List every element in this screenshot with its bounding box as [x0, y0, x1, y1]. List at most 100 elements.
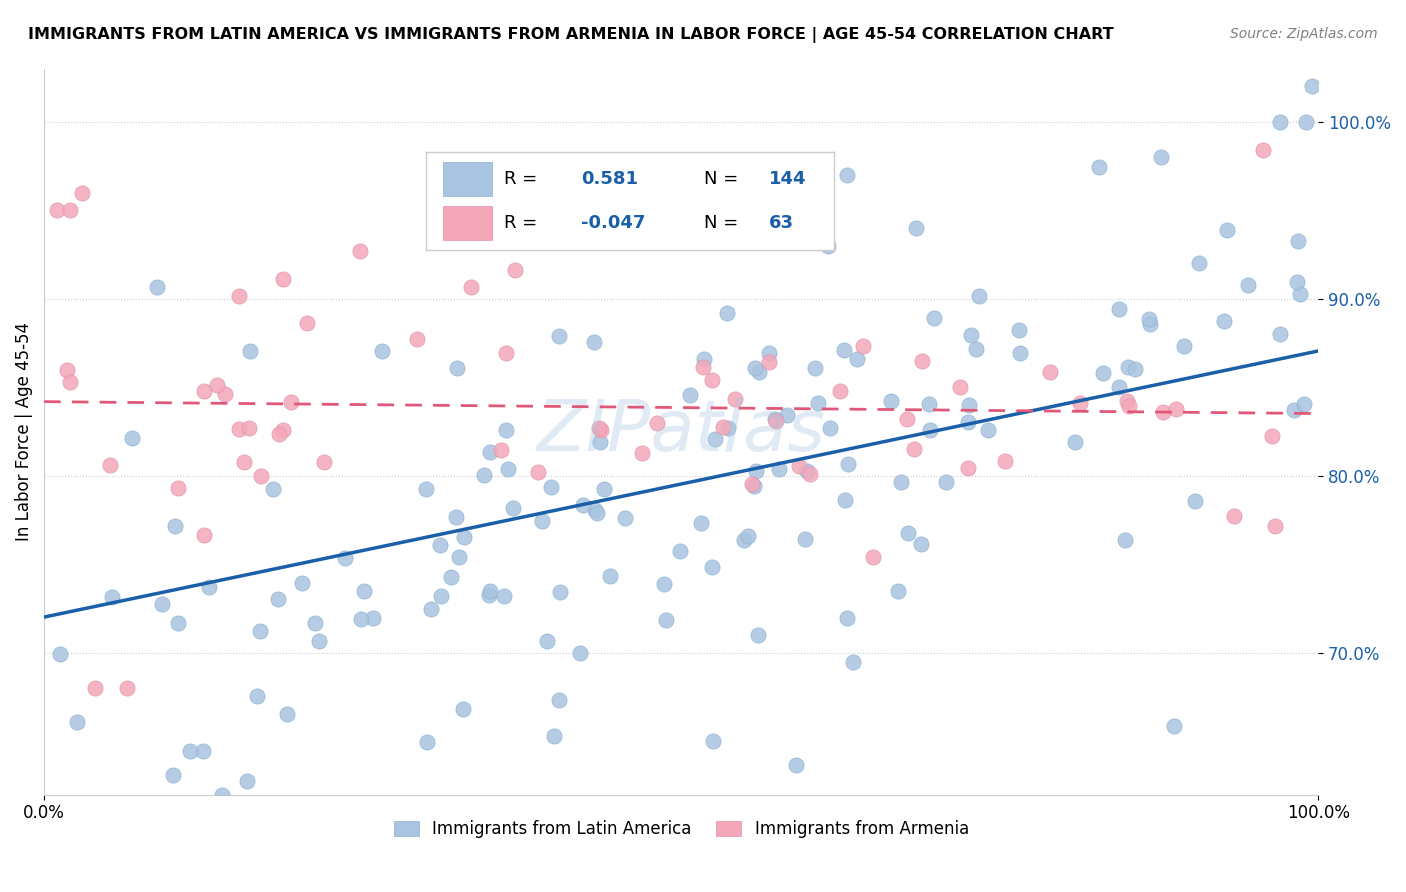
Point — [269, 426, 291, 441]
Point — [84, 681, 107, 696]
Point — [333, 551, 356, 566]
Point — [349, 244, 371, 259]
Point — [803, 361, 825, 376]
Point — [548, 329, 571, 343]
Legend: Immigrants from Latin America, Immigrants from Armenia: Immigrants from Latin America, Immigrant… — [387, 814, 976, 845]
Point — [723, 392, 745, 406]
Point — [59, 375, 82, 389]
Point — [903, 442, 925, 456]
Text: Source: ZipAtlas.com: Source: ZipAtlas.com — [1230, 27, 1378, 41]
Point — [502, 500, 524, 515]
Point — [543, 729, 565, 743]
Point — [1164, 402, 1187, 417]
Point — [949, 380, 972, 394]
Point — [211, 788, 233, 802]
Point — [1261, 428, 1284, 442]
Point — [1173, 339, 1195, 353]
Point — [228, 289, 250, 303]
Point — [304, 615, 326, 630]
Point — [429, 538, 451, 552]
Point — [472, 467, 495, 482]
Point — [890, 475, 912, 489]
Point — [478, 588, 501, 602]
Point — [350, 612, 373, 626]
Point — [1212, 314, 1234, 328]
Point — [1118, 359, 1140, 374]
Point — [765, 414, 787, 428]
Point — [588, 421, 610, 435]
Point — [193, 528, 215, 542]
Point — [717, 421, 740, 435]
Point — [370, 343, 392, 358]
Point — [1264, 519, 1286, 533]
Point — [702, 734, 724, 748]
Point — [967, 289, 990, 303]
Point — [959, 327, 981, 342]
Point — [495, 423, 517, 437]
Point — [918, 423, 941, 437]
Point — [162, 768, 184, 782]
Point — [430, 590, 453, 604]
Point — [451, 701, 474, 715]
Point — [702, 373, 724, 387]
Point — [415, 482, 437, 496]
Point — [589, 423, 612, 437]
Point — [121, 431, 143, 445]
Point — [957, 398, 980, 412]
Text: ZIPatlas: ZIPatlas — [537, 397, 825, 467]
Point — [1091, 366, 1114, 380]
Point — [115, 681, 138, 696]
Point — [239, 344, 262, 359]
Point — [614, 511, 637, 525]
Point — [440, 570, 463, 584]
Point — [295, 316, 318, 330]
Point — [1222, 508, 1244, 523]
Point — [582, 335, 605, 350]
Point — [163, 518, 186, 533]
Point — [693, 351, 716, 366]
Point — [741, 476, 763, 491]
Point — [98, 458, 121, 473]
Point — [572, 498, 595, 512]
Point — [787, 458, 810, 473]
Point — [586, 506, 609, 520]
Point — [101, 590, 124, 604]
Point — [1268, 327, 1291, 342]
Point — [1292, 397, 1315, 411]
Point — [834, 492, 856, 507]
Point — [271, 271, 294, 285]
Point — [832, 343, 855, 357]
Point — [531, 514, 554, 528]
Point — [1008, 323, 1031, 337]
Point — [308, 634, 330, 648]
Point — [1216, 222, 1239, 236]
Point — [166, 481, 188, 495]
Point — [593, 482, 616, 496]
Point — [758, 355, 780, 369]
Point — [835, 610, 858, 624]
Point — [744, 360, 766, 375]
Point — [745, 464, 768, 478]
Point — [918, 397, 941, 411]
Point — [911, 354, 934, 368]
Point — [233, 455, 256, 469]
Point — [548, 692, 571, 706]
Point — [583, 503, 606, 517]
Point — [897, 525, 920, 540]
Point — [748, 365, 770, 379]
Point — [45, 203, 67, 218]
Point — [1137, 312, 1160, 326]
Point — [66, 715, 89, 730]
Point — [146, 280, 169, 294]
Point — [492, 589, 515, 603]
Point — [1088, 160, 1111, 174]
Point — [737, 528, 759, 542]
Point — [703, 432, 725, 446]
Point — [589, 435, 612, 450]
Point — [540, 480, 562, 494]
Point — [599, 568, 621, 582]
Point — [214, 386, 236, 401]
Point — [460, 280, 482, 294]
Point — [291, 575, 314, 590]
Point — [49, 648, 72, 662]
